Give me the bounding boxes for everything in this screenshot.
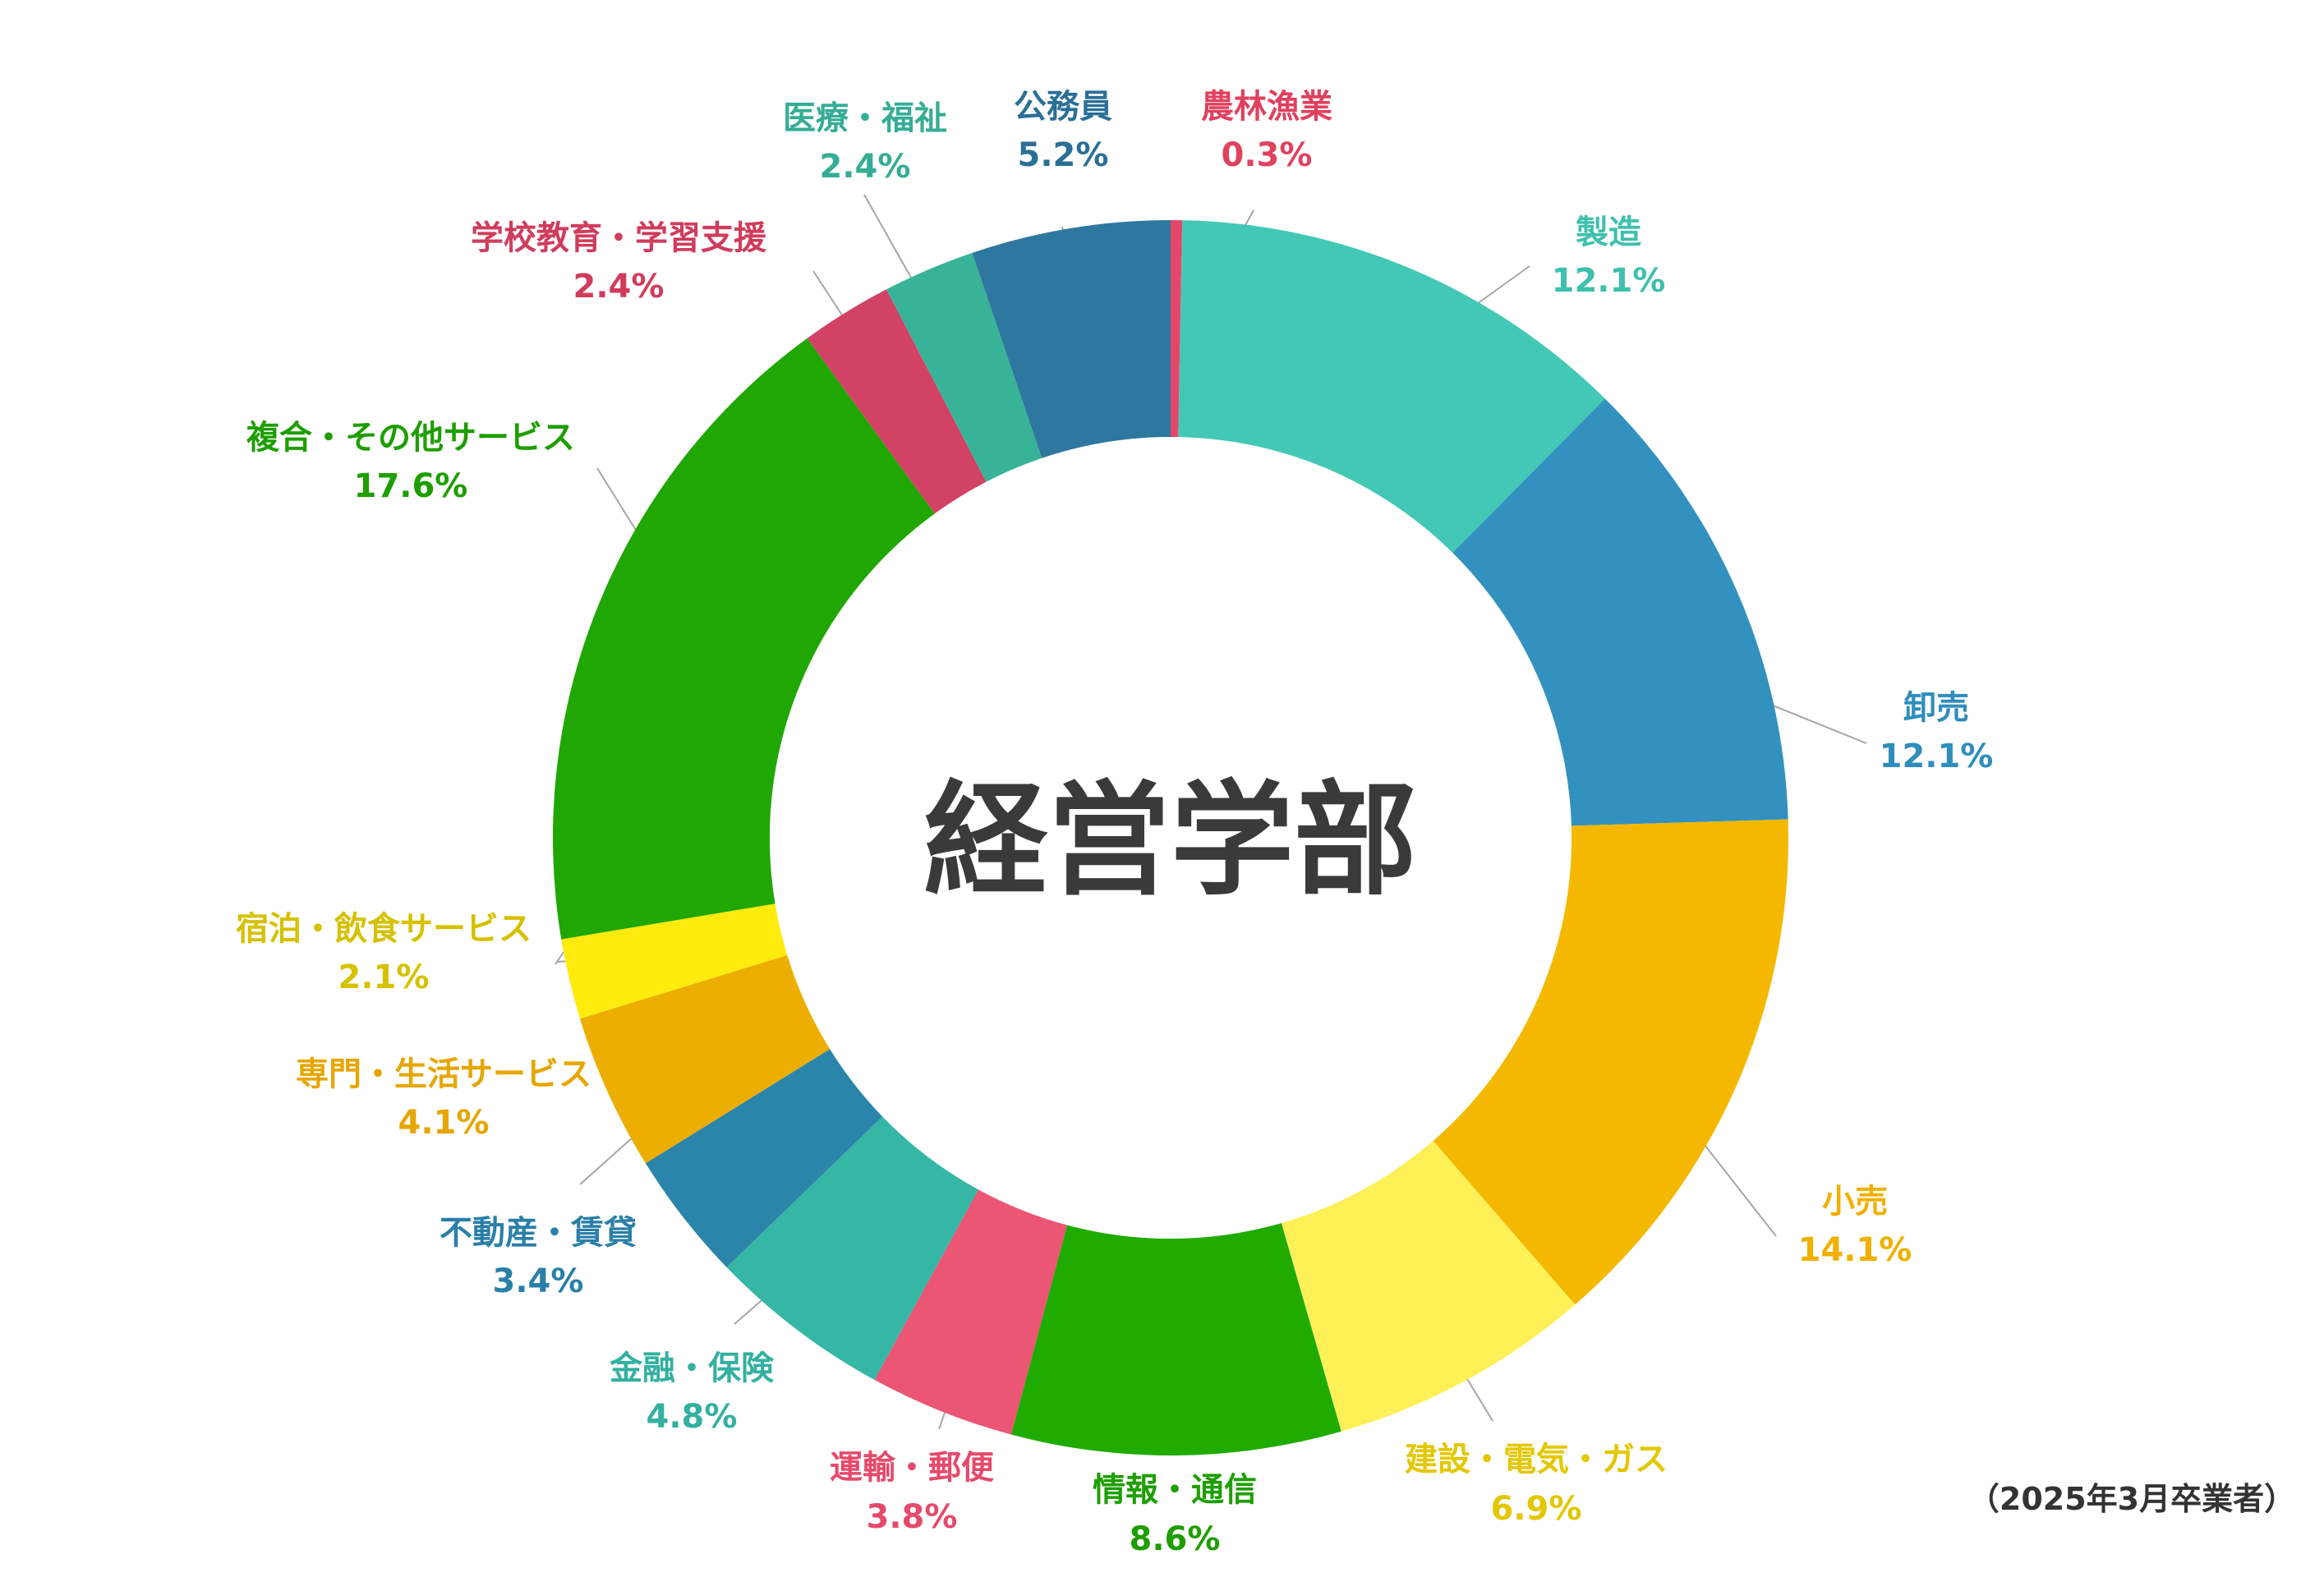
slice-category-label-14: 公務員 <box>1014 88 1112 126</box>
slice-category-label-13: 医療・福祉 <box>783 99 947 137</box>
chart-note: （2025年3月卒業者） <box>1968 1481 2295 1517</box>
slice-13 <box>886 252 1042 482</box>
slice-labels: 農林漁業 0.3% 製造 12.1% 卸売 12.1% 小売 14.1% 建設・電気・ガス 6.9… <box>236 88 1993 1558</box>
slice-3 <box>1433 819 1789 1305</box>
slice-category-label-8: 不動産・賃貸 <box>439 1214 637 1252</box>
slice-12 <box>807 289 987 514</box>
slice-5 <box>1010 1223 1341 1456</box>
slice-value-label-12: 2.4% <box>573 268 665 306</box>
slice-value-label-2: 12.1% <box>1880 738 1994 775</box>
slice-value-label-8: 3.4% <box>493 1262 584 1300</box>
donut-slices <box>553 220 1789 1456</box>
slice-value-label-3: 14.1% <box>1798 1231 1912 1269</box>
slice-9 <box>579 954 831 1164</box>
slice-2 <box>1452 398 1788 826</box>
slice-value-label-0: 0.3% <box>1222 136 1313 174</box>
slice-category-label-3: 小売 <box>1822 1183 1888 1221</box>
chart-title: 経営学部 <box>924 770 1417 913</box>
slice-10 <box>561 904 788 1019</box>
slice-category-label-6: 運輸・郵便 <box>830 1449 995 1487</box>
slice-category-label-9: 専門・生活サービス <box>296 1055 591 1093</box>
slice-category-label-11: 複合・その他サービス <box>246 419 575 457</box>
slice-value-label-6: 3.8% <box>867 1498 958 1536</box>
slice-value-label-7: 4.8% <box>647 1398 738 1436</box>
slice-7 <box>726 1116 979 1380</box>
slice-11 <box>553 338 935 940</box>
slice-value-label-5: 8.6% <box>1130 1520 1221 1558</box>
donut-hole <box>770 437 1572 1239</box>
slice-category-label-5: 情報・通信 <box>1093 1471 1257 1509</box>
slice-category-label-2: 卸売 <box>1903 689 1969 727</box>
slice-category-label-12: 学校教育・学習支援 <box>471 219 767 257</box>
slice-category-label-4: 建設・電気・ガス <box>1405 1441 1668 1478</box>
slice-4 <box>1281 1140 1576 1432</box>
slice-value-label-4: 6.9% <box>1491 1490 1582 1528</box>
slice-value-label-10: 2.1% <box>338 959 430 996</box>
slice-8 <box>645 1049 883 1267</box>
slice-1 <box>1178 220 1605 554</box>
slice-0 <box>1171 220 1183 438</box>
slice-value-label-11: 17.6% <box>354 467 468 505</box>
slice-category-label-1: 製造 <box>1576 214 1641 251</box>
slice-category-label-7: 金融・保険 <box>609 1350 775 1387</box>
slice-value-label-1: 12.1% <box>1552 262 1666 300</box>
slice-value-label-9: 4.1% <box>398 1104 490 1142</box>
slice-14 <box>972 220 1171 458</box>
slice-value-label-13: 2.4% <box>820 148 911 186</box>
slice-category-label-10: 宿泊・飲食サービス <box>236 910 532 948</box>
slice-category-label-0: 農林漁業 <box>1201 88 1332 126</box>
slice-value-label-14: 5.2% <box>1018 136 1109 174</box>
slice-6 <box>874 1189 1068 1435</box>
